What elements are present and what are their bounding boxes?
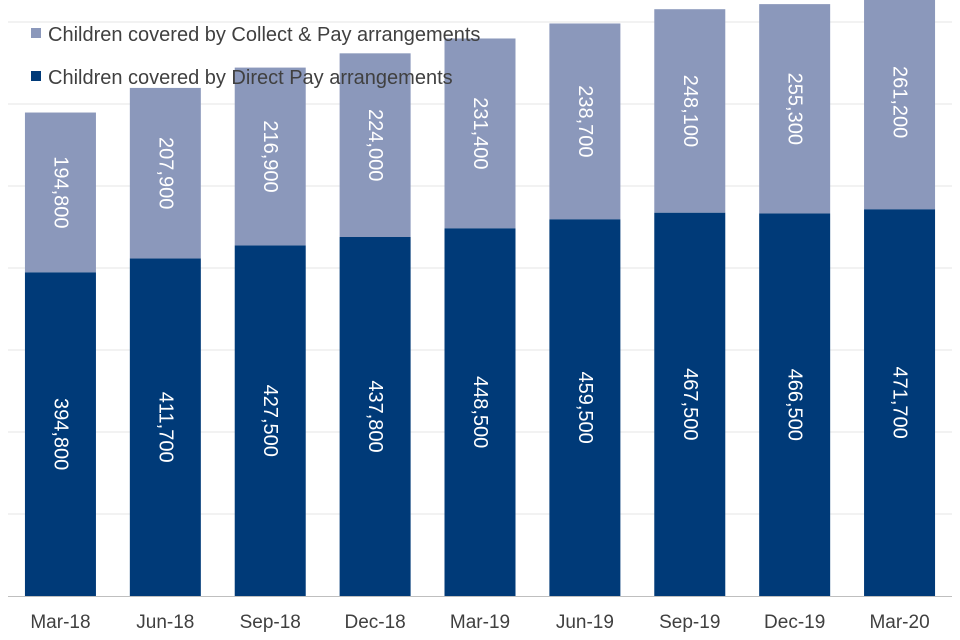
bar-direct-pay-mar-20: [864, 209, 936, 596]
x-tick-label: Mar-20: [869, 612, 929, 633]
data-label-direct-pay-jun-18: 411,700: [154, 392, 176, 463]
legend-label-direct-pay: Children covered by Direct Pay arrangeme…: [48, 67, 453, 89]
data-label-collect-pay-sep-18: 216,900: [259, 120, 281, 192]
data-label-collect-pay-dec-18: 224,000: [364, 109, 386, 181]
legend: Children covered by Collect & Pay arrang…: [31, 24, 480, 89]
data-label-direct-pay-sep-18: 427,500: [259, 385, 281, 457]
data-label-collect-pay-sep-19: 248,100: [679, 75, 701, 147]
bar-collect-pay-jun-18: [129, 87, 201, 259]
x-tick-label: Mar-18: [30, 612, 90, 633]
x-tick-label: Sep-18: [240, 612, 301, 633]
data-label-direct-pay-sep-19: 467,500: [679, 368, 701, 440]
bar-collect-pay-sep-18: [234, 67, 306, 246]
bar-collect-pay-dec-18: [339, 53, 411, 238]
bar-direct-pay-mar-19: [444, 228, 516, 597]
x-tick-label: Jun-19: [556, 612, 614, 633]
data-label-direct-pay-jun-19: 459,500: [574, 371, 596, 443]
bar-direct-pay-sep-18: [234, 245, 306, 596]
legend-label-collect-pay: Children covered by Collect & Pay arrang…: [48, 24, 480, 46]
bar-direct-pay-sep-19: [654, 212, 726, 596]
bar-collect-pay-dec-19: [759, 4, 831, 214]
bar-collect-pay-mar-19: [444, 38, 516, 229]
x-tick-label: Mar-19: [450, 612, 510, 633]
bars: [24, 0, 936, 597]
bar-collect-pay-mar-20: [864, 0, 936, 210]
data-label-direct-pay-mar-18: 394,800: [49, 398, 71, 470]
bar-direct-pay-dec-19: [759, 213, 831, 596]
bar-direct-pay-jun-19: [549, 219, 621, 596]
data-label-direct-pay-dec-19: 466,500: [784, 369, 806, 441]
bar-direct-pay-dec-18: [339, 237, 411, 596]
x-tick-label: Jun-18: [136, 612, 194, 633]
x-tick-label: Dec-19: [764, 612, 825, 633]
data-label-collect-pay-mar-18: 194,800: [49, 156, 71, 228]
bar-direct-pay-mar-18: [24, 272, 96, 596]
legend-swatch-direct-pay: [31, 71, 41, 81]
data-label-direct-pay-dec-18: 437,800: [364, 380, 386, 452]
bar-collect-pay-mar-18: [24, 112, 96, 273]
data-label-collect-pay-mar-19: 231,400: [469, 97, 491, 169]
x-tick-label: Sep-19: [659, 612, 720, 633]
data-label-direct-pay-mar-20: 471,700: [889, 366, 911, 438]
bar-direct-pay-jun-18: [129, 258, 201, 596]
x-tick-label: Dec-18: [344, 612, 405, 633]
legend-swatch-collect-pay: [31, 28, 41, 38]
x-axis: Mar-18 Jun-18 Sep-18 Dec-18 Mar-19 Jun-19 Sep-…: [8, 596, 952, 633]
data-labels: 394,800 194,800 411,700 207,900 427,500 216,9…: [49, 66, 910, 470]
data-label-collect-pay-jun-18: 207,900: [154, 137, 176, 209]
data-label-collect-pay-mar-20: 261,200: [889, 66, 911, 138]
bar-collect-pay-sep-19: [654, 9, 726, 213]
bar-collect-pay-jun-19: [549, 23, 621, 220]
data-label-direct-pay-mar-19: 448,500: [469, 376, 491, 448]
data-label-collect-pay-jun-19: 238,700: [574, 85, 596, 157]
data-label-collect-pay-dec-19: 255,300: [784, 73, 806, 145]
